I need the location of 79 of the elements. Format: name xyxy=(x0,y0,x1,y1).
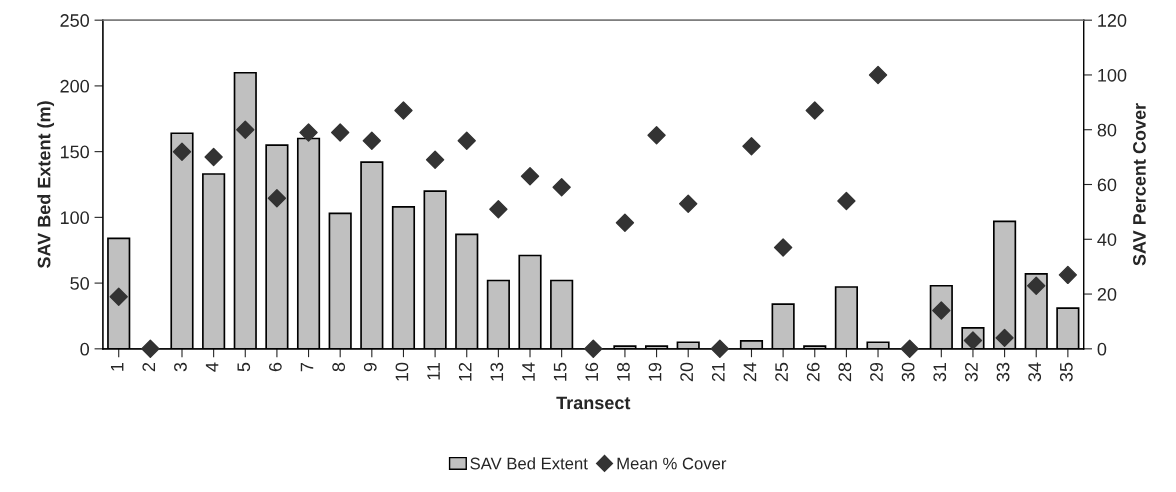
point xyxy=(520,167,540,186)
point xyxy=(900,339,919,359)
x-tick-label: 9 xyxy=(363,362,377,372)
point xyxy=(141,339,160,359)
point xyxy=(109,287,128,306)
x-tick-label: 5 xyxy=(237,362,251,372)
point xyxy=(963,331,983,350)
y2-tick-label: 40 xyxy=(1097,233,1117,246)
point xyxy=(236,120,255,139)
x-tick-label: 13 xyxy=(490,362,504,381)
x-tick-label: 34 xyxy=(1028,362,1042,382)
point xyxy=(330,123,350,142)
point xyxy=(457,131,476,150)
x-tick-label: 14 xyxy=(522,362,535,381)
point xyxy=(425,150,445,170)
x-tick-label: 28 xyxy=(838,362,852,382)
point xyxy=(1027,276,1046,296)
y2-tick-label: 120 xyxy=(1098,14,1127,27)
x-tick-label: 8 xyxy=(332,362,346,372)
point xyxy=(267,188,287,208)
x-tick-label: 3 xyxy=(174,362,187,372)
x-tick-label: 1 xyxy=(110,362,124,371)
x-tick-label: 20 xyxy=(680,362,694,382)
y-tick-label: 150 xyxy=(60,145,89,159)
point xyxy=(204,147,223,167)
x-tick-label: 10 xyxy=(395,362,409,381)
x-tick-label: 21 xyxy=(711,362,725,382)
y-axis-title: SAV Bed Extent (m) xyxy=(37,101,55,269)
y-tick-label: 100 xyxy=(60,211,89,225)
point xyxy=(584,339,603,359)
point xyxy=(679,194,698,213)
x-tick-label: 16 xyxy=(585,362,599,381)
x-tick-label: 32 xyxy=(965,362,978,382)
y-tick-label: 50 xyxy=(70,277,89,290)
x-tick-label: 15 xyxy=(553,362,567,381)
x-tick-label: 2 xyxy=(142,362,156,372)
point xyxy=(868,65,888,85)
point xyxy=(394,101,413,120)
x-tick-label: 6 xyxy=(268,362,282,372)
point xyxy=(1058,265,1078,285)
x-tick-label: 25 xyxy=(775,362,788,382)
y2-tick-label: 80 xyxy=(1097,123,1117,137)
x-tick-label: 18 xyxy=(616,362,630,381)
x-axis-title: Transect xyxy=(556,396,631,410)
point xyxy=(773,238,793,257)
x-tick-label: 29 xyxy=(870,362,883,382)
x-tick-label: 4 xyxy=(205,362,219,372)
x-tick-label: 31 xyxy=(933,362,947,382)
point xyxy=(837,191,856,211)
x-tick-label: 26 xyxy=(806,362,820,382)
point xyxy=(362,131,382,150)
y-tick-label: 0 xyxy=(80,342,89,356)
y2-tick-label: 100 xyxy=(1098,68,1127,82)
point xyxy=(742,136,761,156)
point xyxy=(552,178,571,197)
legend-label: Mean % Cover xyxy=(617,457,727,470)
y2-tick-label: 20 xyxy=(1097,287,1117,301)
point xyxy=(615,213,635,233)
legend-label: SAV Bed Extent xyxy=(470,457,588,470)
y2-tick-label: 60 xyxy=(1097,178,1117,192)
point xyxy=(995,328,1014,348)
y-tick-label: 250 xyxy=(60,14,89,27)
point xyxy=(489,199,508,219)
x-tick-label: 35 xyxy=(1059,362,1073,382)
x-tick-label: 33 xyxy=(996,362,1010,382)
y-tick-label: 200 xyxy=(60,79,89,93)
x-tick-label: 7 xyxy=(300,362,314,372)
y2-axis-title: SAV Percent Cover xyxy=(1133,103,1146,266)
point xyxy=(647,126,666,145)
point xyxy=(805,101,824,120)
x-tick-label: 19 xyxy=(648,362,662,381)
y2-tick-label: 0 xyxy=(1097,342,1107,356)
x-tick-label: 12 xyxy=(458,362,472,381)
x-tick-label: 30 xyxy=(901,362,915,382)
x-tick-label: 11 xyxy=(427,362,440,380)
point xyxy=(299,123,318,142)
x-tick-label: 24 xyxy=(743,362,757,382)
point xyxy=(710,339,730,359)
point xyxy=(172,142,192,161)
